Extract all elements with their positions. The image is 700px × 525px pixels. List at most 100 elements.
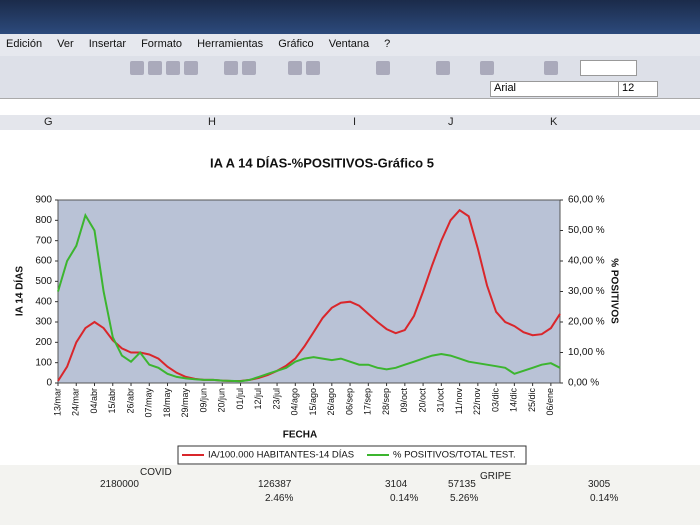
tool-button[interactable]	[130, 61, 144, 75]
x-tick-label: 31/oct	[436, 388, 446, 413]
tool-button[interactable]	[184, 61, 198, 75]
x-tick-label: 18/may	[162, 388, 172, 418]
tool-button[interactable]	[544, 61, 558, 75]
x-tick-label: 09/oct	[399, 388, 409, 413]
x-tick-label: 06/sep	[344, 388, 354, 415]
menu-item[interactable]: Ver	[57, 38, 74, 50]
cell: COVID	[140, 467, 172, 478]
cell: 57135	[448, 479, 476, 490]
y2-tick-label: 50,00 %	[568, 225, 605, 236]
y-tick-label: 0	[46, 378, 52, 389]
x-tick-label: 04/ago	[290, 388, 300, 416]
tool-button[interactable]	[288, 61, 302, 75]
x-tick-label: 15/abr	[107, 388, 117, 414]
y2-tick-label: 30,00 %	[568, 286, 605, 297]
menu-bar: Edición Ver Insertar Formato Herramienta…	[0, 34, 700, 56]
tool-button[interactable]	[376, 61, 390, 75]
menu-item[interactable]: Edición	[6, 38, 43, 50]
x-tick-label: 24/mar	[71, 388, 81, 416]
y-tick-label: 300	[35, 317, 52, 328]
menu-item[interactable]: Herramientas	[197, 38, 264, 50]
x-tick-label: 29/may	[180, 388, 190, 418]
title-bar	[0, 0, 700, 34]
column-header[interactable]: I	[353, 116, 357, 128]
series-line	[57, 208, 561, 382]
x-tick-label: 14/dic	[509, 388, 519, 413]
column-header[interactable]: G	[44, 116, 53, 128]
chart-title: IA A 14 DÍAS-%POSITIVOS-Gráfico 5	[210, 155, 434, 170]
x-tick-label: 20/oct	[417, 388, 427, 413]
menu-item[interactable]: Gráfico	[278, 38, 314, 50]
menu-item[interactable]: Insertar	[88, 38, 127, 50]
x-tick-label: 11/nov	[454, 388, 464, 415]
y-tick-label: 600	[35, 256, 52, 267]
cell: 2180000	[100, 479, 139, 490]
menu-item[interactable]: ?	[384, 38, 391, 50]
formula-bar	[0, 98, 700, 116]
y-tick-label: 700	[35, 235, 52, 246]
y-tick-label: 200	[35, 337, 52, 348]
tool-button[interactable]	[306, 61, 320, 75]
y-tick-label: 800	[35, 215, 52, 226]
series-line	[57, 212, 561, 383]
cell: GRIPE	[480, 471, 512, 482]
tool-button[interactable]	[166, 61, 180, 75]
legend-label: IA/100.000 HABITANTES-14 DÍAS	[208, 450, 354, 461]
y-tick-label: 900	[35, 195, 52, 206]
sheet-cells: COVID GRIPE 2180000 126387 3104 57135 30…	[0, 465, 700, 525]
y2-tick-label: 0,00 %	[568, 378, 599, 389]
x-axis-title: FECHA	[283, 430, 317, 441]
y-tick-label: 400	[35, 296, 52, 307]
y2-tick-label: 60,00 %	[568, 195, 605, 206]
y-tick-label: 100	[35, 357, 52, 368]
y2-tick-label: 20,00 %	[568, 317, 605, 328]
toolbar	[0, 56, 700, 81]
x-tick-label: 07/may	[144, 388, 154, 418]
x-tick-label: 15/ago	[308, 388, 318, 416]
y2-tick-label: 40,00 %	[568, 256, 605, 267]
x-tick-label: 20/jun	[217, 388, 227, 413]
x-tick-label: 26/ago	[326, 388, 336, 416]
cell: 0.14%	[390, 493, 419, 504]
zoom-box[interactable]	[580, 60, 637, 76]
x-tick-label: 28/sep	[381, 388, 391, 415]
menu-item[interactable]: Ventana	[328, 38, 370, 50]
y-tick-label: 500	[35, 276, 52, 287]
x-tick-label: 03/dic	[490, 388, 500, 413]
cell: 3005	[588, 479, 611, 490]
legend-label: % POSITIVOS/TOTAL TEST.	[393, 450, 516, 461]
x-tick-label: 09/jun	[198, 388, 208, 413]
cell: 3104	[385, 479, 408, 490]
x-tick-label: 23/jul	[271, 388, 281, 410]
cell: 0.14%	[590, 493, 619, 504]
column-header[interactable]: H	[208, 116, 216, 128]
font-size[interactable]: 12	[618, 81, 658, 97]
column-headers: G H I J K	[0, 115, 700, 131]
tool-button[interactable]	[480, 61, 494, 75]
chart: IA A 14 DÍAS-%POSITIVOS-Gráfico 5 FECHA …	[0, 130, 700, 465]
x-tick-label: 25/dic	[527, 388, 537, 413]
legend-box	[177, 445, 527, 465]
column-header[interactable]: J	[448, 116, 454, 128]
x-tick-label: 04/abr	[89, 388, 99, 414]
cell: 126387	[258, 479, 292, 490]
x-tick-label: 26/abr	[125, 388, 135, 414]
cell: 5.26%	[450, 493, 479, 504]
tool-button[interactable]	[148, 61, 162, 75]
x-tick-label: 12/jul	[253, 388, 263, 410]
y2-axis-title: % POSITIVOS	[608, 258, 619, 324]
tool-button[interactable]	[242, 61, 256, 75]
cell: 2.46%	[265, 493, 294, 504]
menu-item[interactable]: Formato	[141, 38, 183, 50]
y-axis-title: IA 14 DÍAS	[13, 266, 26, 317]
font-name[interactable]: Arial	[490, 81, 620, 97]
plot-area	[57, 199, 561, 384]
x-tick-label: 06/ene	[545, 388, 555, 416]
y2-tick-label: 10,00 %	[568, 347, 605, 358]
tool-button[interactable]	[436, 61, 450, 75]
column-header[interactable]: K	[550, 116, 558, 128]
tool-button[interactable]	[224, 61, 238, 75]
x-tick-label: 22/nov	[472, 388, 482, 416]
x-tick-label: 17/sep	[363, 388, 373, 415]
